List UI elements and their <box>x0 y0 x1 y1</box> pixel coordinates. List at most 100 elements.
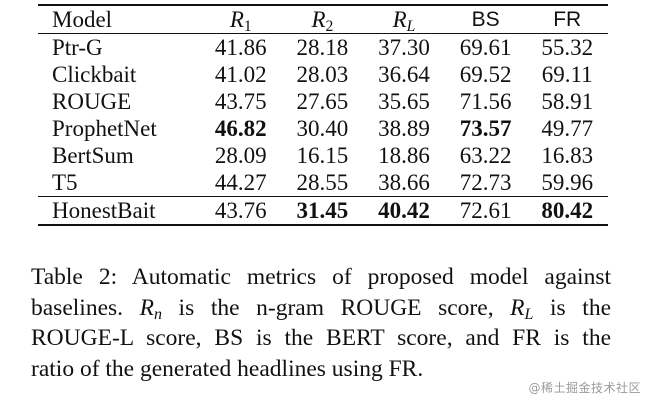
header-rl: RL <box>392 7 416 35</box>
table-row: Ptr-G 41.86 28.18 37.30 69.61 55.32 <box>38 34 608 62</box>
metric-cell: 36.64 <box>363 61 445 88</box>
metric-cell: 28.55 <box>282 169 364 197</box>
model-name-cell: Clickbait <box>52 62 137 87</box>
metric-value: 71.56 <box>459 89 512 114</box>
metric-value: 35.65 <box>378 89 430 114</box>
model-name-cell: T5 <box>52 170 78 195</box>
metric-value: 28.55 <box>296 170 349 195</box>
metric-value: 37.30 <box>378 35 430 60</box>
results-table-container: Model R1 R2 RL BS FR Ptr-G 41.86 28.18 37.3… <box>38 4 608 226</box>
table-body: Ptr-G 41.86 28.18 37.30 69.61 55.32 Clickbait 4… <box>38 34 608 226</box>
metric-value: 73.57 <box>459 116 512 141</box>
metric-cell: 16.15 <box>282 142 364 169</box>
caption-rl-symbol: RL <box>510 294 534 323</box>
watermark: @稀土掘金技术社区 <box>528 381 641 395</box>
metric-value: 28.18 <box>296 35 349 60</box>
metric-value: 44.27 <box>214 170 267 195</box>
metric-cell: 31.45 <box>282 197 364 226</box>
metric-cell: 44.27 <box>200 169 282 197</box>
metric-cell: 73.57 <box>445 115 527 142</box>
metric-value: 63.22 <box>459 143 512 168</box>
metric-value: 72.73 <box>459 170 512 195</box>
model-name-cell: Ptr-G <box>52 35 103 60</box>
table-caption: Table 2: Automatic metrics of proposed m… <box>31 262 611 384</box>
metric-cell: 63.22 <box>445 142 527 169</box>
caption-text-isthe: is the <box>550 294 611 321</box>
metric-value: 80.42 <box>541 198 594 223</box>
table-header: Model R1 R2 RL BS FR <box>38 5 608 34</box>
metric-cell: 59.96 <box>526 169 608 197</box>
metric-value: 69.61 <box>459 35 512 60</box>
results-table: Model R1 R2 RL BS FR Ptr-G 41.86 28.18 37.3… <box>38 4 608 226</box>
header-bs: BS <box>471 8 500 31</box>
metric-value: 55.32 <box>541 35 594 60</box>
metric-value: 30.40 <box>296 116 349 141</box>
header-r1: R1 <box>229 7 252 35</box>
metric-cell: 40.42 <box>363 197 445 226</box>
metric-value: 16.15 <box>296 143 349 168</box>
metric-cell: 28.18 <box>282 34 364 62</box>
caption-line-3: ROUGE-L score, BS is the BERT score, and… <box>31 325 611 351</box>
header-model: Model <box>52 7 113 32</box>
metric-value: 31.45 <box>296 198 349 223</box>
caption-line-4: ratio of the generated headlines using F… <box>31 355 424 382</box>
model-name-cell: BertSum <box>52 143 134 168</box>
caption-line-2: baselines. Rn is the n-gram ROUGE score,… <box>31 293 611 324</box>
metric-cell: 41.02 <box>200 61 282 88</box>
metric-value: 49.77 <box>541 116 594 141</box>
header-r2: R2 <box>311 7 334 35</box>
model-name-cell: ROUGE <box>52 89 132 114</box>
table-row: BertSum 28.09 16.15 18.86 63.22 16.83 <box>38 142 608 169</box>
metric-cell: 58.91 <box>526 88 608 115</box>
metric-cell: 43.75 <box>200 88 282 115</box>
metric-cell: 28.03 <box>282 61 364 88</box>
metric-cell: 71.56 <box>445 88 527 115</box>
metric-cell: 37.30 <box>363 34 445 62</box>
metric-cell: 18.86 <box>363 142 445 169</box>
metric-cell: 30.40 <box>282 115 364 142</box>
metric-cell: 69.61 <box>445 34 527 62</box>
metric-value: 41.86 <box>214 35 267 60</box>
metric-cell: 49.77 <box>526 115 608 142</box>
metric-value: 16.83 <box>541 143 594 168</box>
metric-value: 40.42 <box>378 198 430 223</box>
metric-cell: 69.52 <box>445 61 527 88</box>
metric-value: 69.11 <box>541 62 593 87</box>
metric-cell: 27.65 <box>282 88 364 115</box>
caption-rn-symbol: Rn <box>139 294 162 323</box>
table-row: HonestBait 43.76 31.45 40.42 72.61 80.42 <box>38 196 608 226</box>
metric-value: 69.52 <box>459 62 512 87</box>
metric-cell: 72.73 <box>445 169 527 197</box>
metric-value: 46.82 <box>214 116 267 141</box>
metric-value: 36.64 <box>378 62 430 87</box>
metric-cell: 38.66 <box>363 169 445 197</box>
metric-value: 28.03 <box>296 62 349 87</box>
caption-text-rouge: is the n-gram ROUGE score, <box>178 294 494 321</box>
metric-value: 43.76 <box>214 198 267 223</box>
metric-value: 18.86 <box>378 143 430 168</box>
metric-value: 58.91 <box>541 89 594 114</box>
table-row: ProphetNet 46.82 30.40 38.89 73.57 49.77 <box>38 115 608 142</box>
metric-value: 38.66 <box>378 170 430 195</box>
metric-cell: 46.82 <box>200 115 282 142</box>
metric-cell: 16.83 <box>526 142 608 169</box>
table-row: ROUGE 43.75 27.65 35.65 71.56 58.91 <box>38 88 608 115</box>
caption-text-baselines: baselines. <box>31 294 124 321</box>
table-row: Clickbait 41.02 28.03 36.64 69.52 69.11 <box>38 61 608 88</box>
metric-cell: 69.11 <box>526 61 608 88</box>
metric-value: 59.96 <box>541 170 594 195</box>
metric-cell: 43.76 <box>200 197 282 226</box>
table-row: T5 44.27 28.55 38.66 72.73 59.96 <box>38 169 608 197</box>
metric-cell: 38.89 <box>363 115 445 142</box>
metric-value: 43.75 <box>214 89 267 114</box>
header-fr: FR <box>553 8 582 31</box>
metric-cell: 80.42 <box>526 197 608 226</box>
metric-value: 72.61 <box>459 198 512 223</box>
metric-cell: 35.65 <box>363 88 445 115</box>
metric-value: 28.09 <box>214 143 267 168</box>
metric-cell: 41.86 <box>200 34 282 62</box>
metric-value: 38.89 <box>378 116 430 141</box>
metric-value: 27.65 <box>296 89 349 114</box>
model-name-cell: HonestBait <box>52 198 156 223</box>
metric-value: 41.02 <box>214 62 267 87</box>
